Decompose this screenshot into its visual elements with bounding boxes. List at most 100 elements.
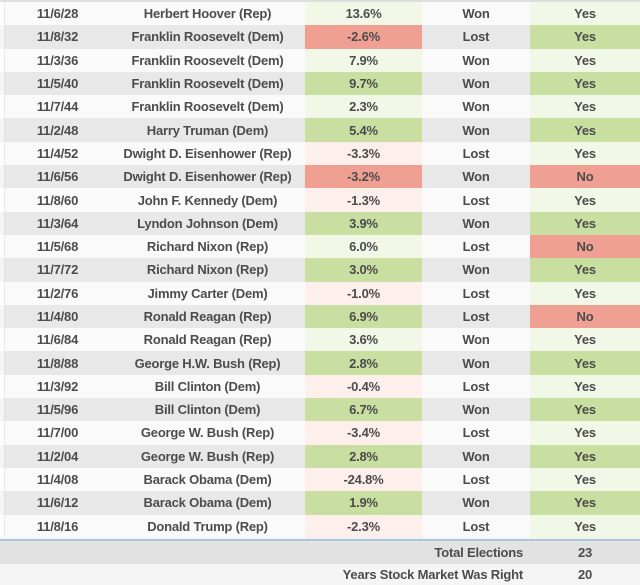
election-result-cell: Lost (462, 472, 490, 488)
candidate-cell: Franklin Roosevelt (Dem) (131, 52, 284, 68)
table-row: 11/2/04 George W. Bush (Rep) 2.8% Won Ye… (0, 444, 640, 468)
market-right-cell: Yes (530, 491, 640, 515)
election-result-cell: Won (462, 215, 490, 231)
candidate-cell: Dwight D. Eisenhower (Rep) (123, 145, 292, 161)
market-right-cell: Yes (530, 444, 640, 468)
election-date-cell: 11/6/56 (36, 169, 79, 185)
row-left-gutter (0, 444, 5, 468)
market-right-cell: Yes (530, 328, 640, 352)
row-left-gutter (0, 351, 5, 375)
election-result-cell: Won (462, 332, 490, 348)
row-left-gutter (0, 234, 5, 259)
row-left-gutter (0, 165, 5, 189)
row-left-gutter (0, 374, 5, 399)
market-right-cell: Yes (530, 2, 640, 26)
market-change-cell: -0.4% (305, 374, 422, 399)
market-change-cell: 3.0% (305, 258, 422, 282)
row-left-gutter (0, 304, 5, 329)
row-left-gutter (0, 71, 5, 96)
election-date-cell: 11/2/04 (36, 448, 79, 464)
table-row: 11/2/76 Jimmy Carter (Dem) -1.0% Lost Ye… (0, 281, 640, 305)
candidate-cell: George W. Bush (Rep) (140, 448, 275, 464)
summary-divider-line (0, 537, 640, 542)
row-left-gutter (0, 2, 5, 26)
election-result-cell: Lost (462, 192, 490, 208)
candidate-cell: Franklin Roosevelt (Dem) (131, 99, 284, 115)
row-left-gutter (0, 188, 5, 212)
table-row: 11/3/36 Franklin Roosevelt (Dem) 7.9% Wo… (0, 48, 640, 72)
market-change-cell: 9.7% (305, 71, 422, 96)
election-date-cell: 11/8/32 (36, 29, 79, 45)
market-change-cell: 6.0% (305, 234, 422, 259)
candidate-cell: Franklin Roosevelt (Dem) (131, 29, 284, 45)
market-change-cell: -1.3% (305, 188, 422, 212)
candidate-cell: George W. Bush (Rep) (140, 425, 275, 441)
candidate-cell: Bill Clinton (Dem) (154, 378, 261, 394)
market-change-cell: -2.3% (305, 514, 422, 538)
market-right-cell: Yes (530, 71, 640, 96)
row-left-gutter (0, 141, 5, 166)
market-right-cell: Yes (530, 141, 640, 166)
election-result-cell: Lost (462, 518, 490, 534)
market-change-cell: 3.9% (305, 211, 422, 235)
candidate-cell: Jimmy Carter (Dem) (147, 285, 268, 301)
election-date-cell: 11/8/88 (36, 355, 79, 371)
election-result-cell: Won (462, 122, 490, 138)
candidate-cell: Barack Obama (Dem) (143, 472, 272, 488)
market-change-cell: 7.9% (305, 48, 422, 72)
candidate-cell: Richard Nixon (Rep) (146, 262, 269, 278)
table-row: 11/6/28 Herbert Hoover (Rep) 13.6% Won Y… (0, 2, 640, 26)
market-right-cell: No (530, 304, 640, 329)
market-change-cell: -3.2% (305, 165, 422, 189)
election-date-cell: 11/2/76 (36, 285, 79, 301)
table-row: 11/6/56 Dwight D. Eisenhower (Rep) -3.2%… (0, 165, 640, 189)
election-date-cell: 11/3/36 (36, 52, 79, 68)
market-right-cell: Yes (530, 25, 640, 49)
election-date-cell: 11/6/84 (36, 332, 79, 348)
table-row: 11/3/64 Lyndon Johnson (Dem) 3.9% Won Ye… (0, 211, 640, 235)
summary-label-market-right: Years Stock Market Was Right (342, 567, 524, 583)
market-change-cell: -3.3% (305, 141, 422, 166)
market-right-cell: Yes (530, 211, 640, 235)
table-row: 11/5/96 Bill Clinton (Dem) 6.7% Won Yes (0, 398, 640, 422)
election-date-cell: 11/3/92 (36, 378, 79, 394)
market-change-cell: -1.0% (305, 281, 422, 305)
election-date-cell: 11/5/68 (36, 239, 79, 255)
table-row: 11/5/40 Franklin Roosevelt (Dem) 9.7% Wo… (0, 71, 640, 96)
market-change-cell: 6.9% (305, 304, 422, 329)
market-right-cell: Yes (530, 398, 640, 422)
market-right-cell: Yes (530, 514, 640, 538)
market-right-cell: Yes (530, 281, 640, 305)
election-date-cell: 11/4/08 (36, 472, 79, 488)
table-row: 11/7/44 Franklin Roosevelt (Dem) 2.3% Wo… (0, 95, 640, 119)
market-right-cell: Yes (530, 467, 640, 492)
row-left-gutter (0, 258, 5, 282)
row-left-gutter (0, 328, 5, 352)
market-right-cell: Yes (530, 118, 640, 142)
market-right-cell: Yes (530, 258, 640, 282)
election-date-cell: 11/5/40 (36, 76, 79, 92)
election-result-cell: Lost (462, 309, 490, 324)
table-row: 11/2/48 Harry Truman (Dem) 5.4% Won Yes (0, 118, 640, 142)
summary-row-total-elections: Total Elections 23 (0, 541, 640, 564)
market-change-cell: 1.9% (305, 491, 422, 515)
election-date-cell: 11/8/60 (36, 192, 79, 208)
summary-row-market-right: Years Stock Market Was Right 20 (0, 563, 640, 585)
candidate-cell: Barack Obama (Dem) (143, 495, 272, 511)
row-left-gutter (0, 25, 5, 49)
market-change-cell: 5.4% (305, 118, 422, 142)
election-date-cell: 11/4/80 (36, 309, 79, 324)
row-left-gutter (0, 95, 5, 119)
election-result-cell: Won (462, 402, 490, 418)
row-left-gutter (0, 467, 5, 492)
summary-label-total-elections: Total Elections (434, 545, 524, 561)
table-row: 11/8/32 Franklin Roosevelt (Dem) -2.6% L… (0, 25, 640, 49)
market-right-cell: No (530, 234, 640, 259)
table-row: 11/8/88 George H.W. Bush (Rep) 2.8% Won … (0, 351, 640, 375)
election-date-cell: 11/7/72 (36, 262, 79, 278)
market-right-cell: Yes (530, 95, 640, 119)
election-result-cell: Lost (462, 29, 490, 45)
election-result-cell: Won (462, 262, 490, 278)
election-result-cell: Won (462, 495, 490, 511)
market-change-cell: 13.6% (305, 2, 422, 26)
